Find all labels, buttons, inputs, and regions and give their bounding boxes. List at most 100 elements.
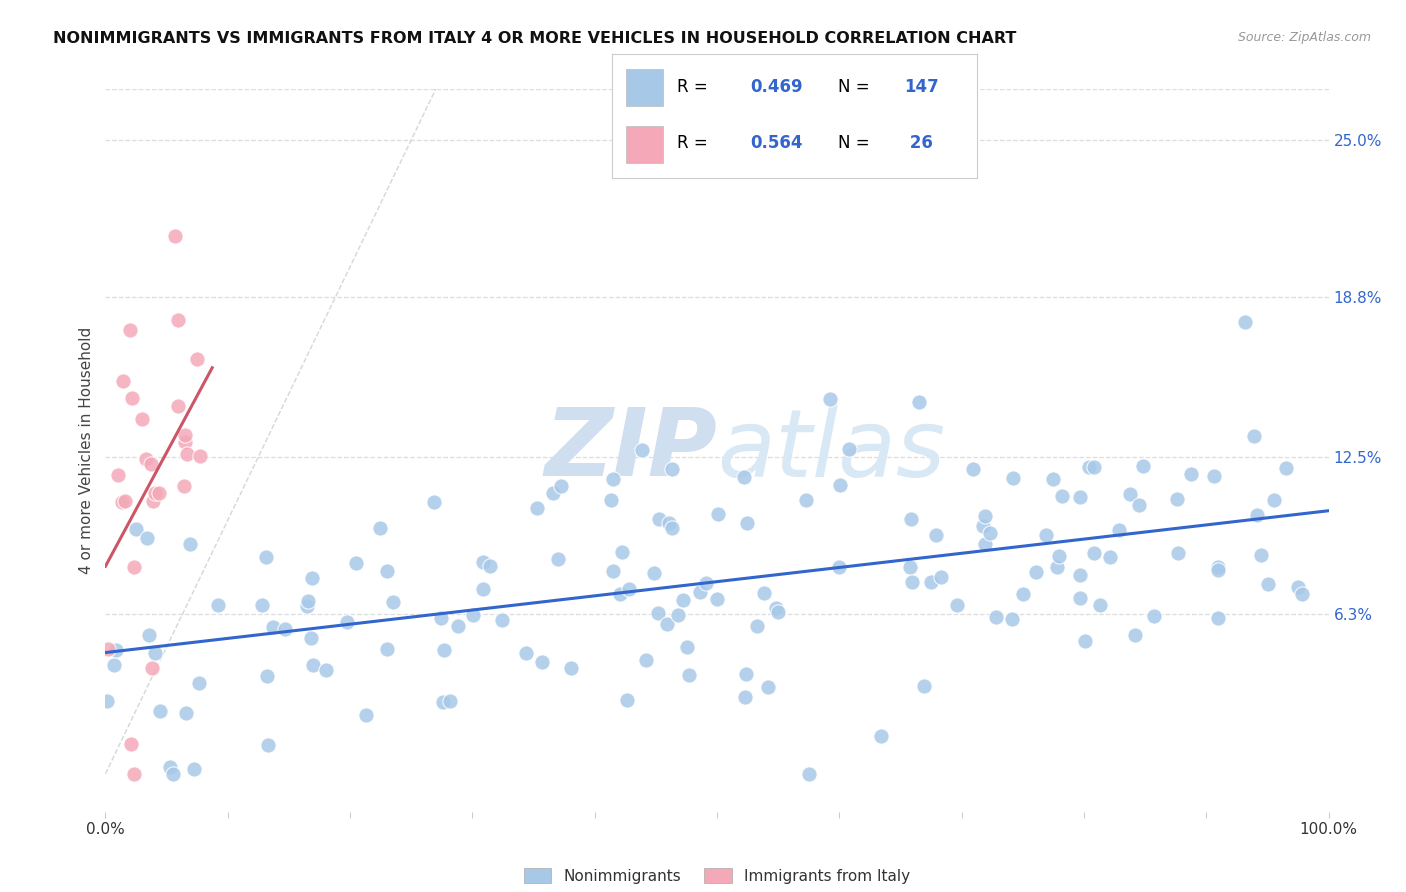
Point <box>925 528 948 542</box>
Point <box>616 693 638 707</box>
Point <box>1069 490 1091 504</box>
Point <box>107 468 129 483</box>
Point <box>706 592 728 607</box>
Point <box>1275 461 1298 475</box>
Point <box>1128 499 1150 513</box>
Point <box>756 680 779 694</box>
Point <box>828 478 851 492</box>
Point <box>143 485 166 500</box>
Point <box>672 592 695 607</box>
Point <box>274 622 297 636</box>
Point <box>1077 459 1099 474</box>
Point <box>135 451 157 466</box>
Point <box>707 507 730 521</box>
Point <box>131 411 153 425</box>
Point <box>143 646 166 660</box>
Text: NONIMMIGRANTS VS IMMIGRANTS FROM ITALY 4 OR MORE VEHICLES IN HOUSEHOLD CORRELATI: NONIMMIGRANTS VS IMMIGRANTS FROM ITALY 4… <box>53 31 1017 46</box>
Point <box>870 729 893 743</box>
Point <box>765 600 787 615</box>
Point <box>382 595 405 609</box>
Point <box>1250 548 1272 562</box>
Point <box>962 462 984 476</box>
Point <box>617 582 640 596</box>
Point <box>183 762 205 776</box>
Point <box>733 470 755 484</box>
Point <box>648 512 671 526</box>
Point <box>515 646 537 660</box>
Point <box>433 643 456 657</box>
Point <box>946 599 969 613</box>
Bar <box>626 126 662 163</box>
Point <box>898 560 921 574</box>
Point <box>439 694 461 708</box>
Point <box>526 500 548 515</box>
Point <box>986 609 1008 624</box>
Point <box>1206 559 1229 574</box>
Point <box>661 462 683 476</box>
Point <box>122 766 145 780</box>
Point <box>1257 577 1279 591</box>
Point <box>187 676 209 690</box>
Point <box>658 516 681 530</box>
Point <box>461 607 484 622</box>
Point <box>900 574 922 589</box>
Point <box>1046 560 1069 574</box>
Point <box>447 619 470 633</box>
Text: R =: R = <box>678 78 713 96</box>
Text: 26: 26 <box>904 135 934 153</box>
Point <box>1233 315 1256 329</box>
Point <box>1206 611 1229 625</box>
Point <box>541 485 564 500</box>
Point <box>368 520 391 534</box>
Point <box>1049 549 1071 564</box>
Point <box>120 738 142 752</box>
Point <box>179 537 201 551</box>
Point <box>375 642 398 657</box>
Point <box>301 571 323 585</box>
Point <box>610 545 633 559</box>
Point <box>188 449 211 463</box>
Point <box>1001 471 1024 485</box>
Point <box>734 667 756 681</box>
Point <box>979 526 1001 541</box>
Point <box>139 458 162 472</box>
Point <box>1069 591 1091 605</box>
Point <box>1132 458 1154 473</box>
Point <box>96 694 118 708</box>
Point <box>162 766 184 780</box>
Point <box>734 690 756 704</box>
Point <box>97 642 120 657</box>
Point <box>647 606 669 620</box>
Point <box>1001 611 1024 625</box>
Text: N =: N = <box>838 135 875 153</box>
Point <box>1167 546 1189 560</box>
Text: Source: ZipAtlas.com: Source: ZipAtlas.com <box>1237 31 1371 45</box>
Point <box>1088 598 1111 612</box>
Point <box>344 556 367 570</box>
Point <box>430 611 453 625</box>
Point <box>103 658 125 673</box>
Point <box>820 392 842 406</box>
Point <box>111 494 134 508</box>
Point <box>254 549 277 564</box>
Point <box>1166 492 1188 507</box>
Point <box>1042 472 1064 486</box>
Point <box>423 495 446 509</box>
Y-axis label: 4 or more Vehicles in Household: 4 or more Vehicles in Household <box>79 326 94 574</box>
Point <box>838 442 860 456</box>
Point <box>1083 546 1105 560</box>
Point <box>121 392 143 406</box>
Point <box>602 472 624 486</box>
Point <box>491 613 513 627</box>
Point <box>167 313 190 327</box>
Point <box>176 446 198 460</box>
Point <box>547 552 569 566</box>
Point <box>1180 467 1202 482</box>
Point <box>695 576 717 591</box>
Point <box>1025 565 1047 579</box>
Point <box>900 512 922 526</box>
Point <box>149 704 172 718</box>
Point <box>148 485 170 500</box>
Bar <box>626 69 662 106</box>
Point <box>912 679 935 693</box>
